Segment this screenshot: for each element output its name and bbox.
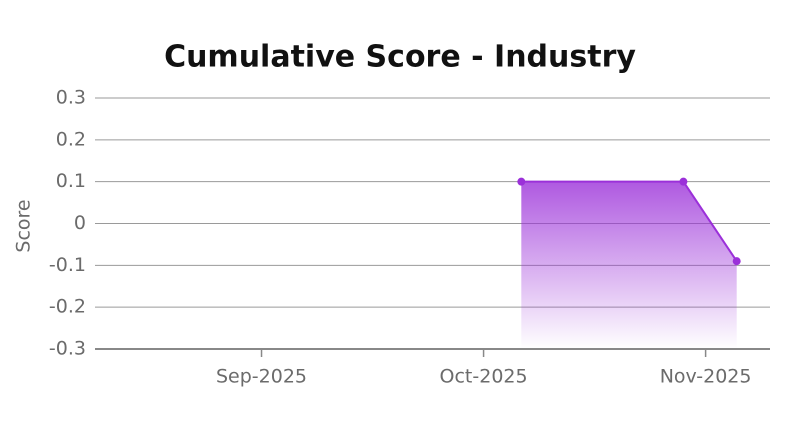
point <box>732 257 741 266</box>
chart-title: Cumulative Score - Industry <box>164 40 636 75</box>
area <box>521 181 737 349</box>
point <box>517 177 526 186</box>
y-axis-label: Score <box>13 199 35 252</box>
y-tick-label: 0.1 <box>56 170 86 192</box>
point <box>679 177 688 186</box>
y-tick-label: -0.2 <box>49 296 86 318</box>
x-tick-label: Oct-2025 <box>440 366 528 388</box>
y-tick-label: -0.1 <box>49 254 86 276</box>
y-tick-label: 0.2 <box>56 128 86 150</box>
x-tick-label: Nov-2025 <box>660 366 752 388</box>
y-tick-label: 0.3 <box>56 87 86 109</box>
y-tick-label: 0 <box>74 212 86 234</box>
x-tick-label: Sep-2025 <box>216 366 307 388</box>
y-tick-label: -0.3 <box>49 338 86 360</box>
